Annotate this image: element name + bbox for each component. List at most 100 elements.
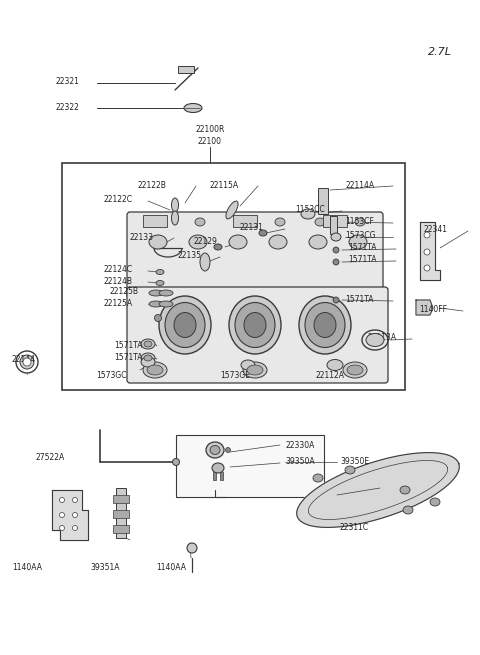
- Text: 22135: 22135: [177, 252, 201, 261]
- Ellipse shape: [149, 301, 163, 307]
- Ellipse shape: [229, 296, 281, 354]
- Text: 1571TA: 1571TA: [348, 255, 376, 265]
- Ellipse shape: [72, 525, 77, 531]
- Ellipse shape: [226, 201, 238, 219]
- Bar: [113, 510, 129, 518]
- Bar: [176, 435, 324, 497]
- Text: 22124C: 22124C: [104, 265, 133, 274]
- Ellipse shape: [200, 253, 210, 271]
- Bar: [330, 216, 337, 234]
- Text: 27522A: 27522A: [36, 453, 65, 462]
- Ellipse shape: [243, 362, 267, 378]
- Ellipse shape: [424, 232, 430, 238]
- Ellipse shape: [313, 474, 323, 482]
- Ellipse shape: [149, 235, 167, 249]
- Ellipse shape: [72, 498, 77, 502]
- Text: 1573GE: 1573GE: [220, 371, 250, 381]
- Text: 1140AA: 1140AA: [12, 563, 42, 572]
- Ellipse shape: [235, 303, 275, 348]
- Bar: [113, 495, 129, 503]
- Polygon shape: [416, 300, 433, 315]
- Text: 22133: 22133: [130, 233, 154, 242]
- Text: 1140FF: 1140FF: [419, 305, 447, 314]
- Ellipse shape: [235, 218, 245, 226]
- Text: 1571TA: 1571TA: [348, 244, 376, 252]
- Ellipse shape: [424, 265, 430, 271]
- Text: 22112A: 22112A: [315, 371, 344, 381]
- Ellipse shape: [72, 512, 77, 517]
- Ellipse shape: [241, 360, 255, 370]
- Ellipse shape: [349, 235, 367, 249]
- Ellipse shape: [366, 333, 384, 346]
- Ellipse shape: [20, 355, 34, 369]
- Text: 1153CC: 1153CC: [295, 206, 325, 214]
- Ellipse shape: [144, 341, 152, 347]
- Polygon shape: [420, 222, 440, 280]
- Ellipse shape: [60, 525, 64, 531]
- Ellipse shape: [212, 463, 224, 473]
- Ellipse shape: [226, 447, 230, 453]
- Ellipse shape: [155, 218, 165, 226]
- Ellipse shape: [144, 355, 152, 361]
- Text: 1140AA: 1140AA: [156, 563, 186, 572]
- Text: 22311C: 22311C: [340, 523, 369, 533]
- Bar: [220, 472, 223, 480]
- Ellipse shape: [147, 365, 163, 375]
- Ellipse shape: [172, 458, 180, 466]
- Bar: [62, 163, 405, 390]
- Ellipse shape: [141, 339, 155, 349]
- Ellipse shape: [430, 498, 440, 506]
- Text: 1573CG: 1573CG: [345, 231, 375, 240]
- Bar: [143, 215, 167, 227]
- Ellipse shape: [424, 249, 430, 255]
- Ellipse shape: [309, 235, 327, 249]
- Text: 22125B: 22125B: [110, 288, 139, 297]
- Text: 22322: 22322: [55, 103, 79, 113]
- Ellipse shape: [143, 362, 167, 378]
- Bar: [318, 188, 328, 214]
- Ellipse shape: [159, 290, 173, 296]
- Text: 2.7L: 2.7L: [428, 47, 452, 57]
- Ellipse shape: [171, 211, 179, 225]
- FancyBboxPatch shape: [127, 212, 383, 298]
- Bar: [233, 215, 257, 227]
- Ellipse shape: [247, 365, 263, 375]
- Bar: [213, 472, 216, 480]
- Ellipse shape: [165, 303, 205, 348]
- Ellipse shape: [174, 312, 196, 337]
- Ellipse shape: [214, 244, 222, 250]
- FancyBboxPatch shape: [127, 287, 388, 383]
- Text: 22113A: 22113A: [368, 333, 397, 343]
- Text: 39350A: 39350A: [285, 457, 314, 466]
- Ellipse shape: [159, 296, 211, 354]
- Ellipse shape: [343, 362, 367, 378]
- Ellipse shape: [333, 259, 339, 265]
- Ellipse shape: [331, 233, 341, 241]
- Text: 22321: 22321: [55, 77, 79, 86]
- Text: 1571TA: 1571TA: [114, 354, 143, 362]
- Ellipse shape: [210, 445, 220, 455]
- Ellipse shape: [23, 358, 31, 366]
- Text: 39350E: 39350E: [340, 457, 369, 466]
- Ellipse shape: [301, 209, 315, 219]
- Bar: [323, 215, 347, 227]
- Polygon shape: [297, 453, 459, 527]
- Text: 22330A: 22330A: [285, 441, 314, 449]
- Text: 22341: 22341: [423, 225, 447, 234]
- Polygon shape: [52, 490, 88, 540]
- Ellipse shape: [333, 247, 339, 253]
- Text: 22122B: 22122B: [138, 181, 167, 189]
- Ellipse shape: [400, 486, 410, 494]
- Ellipse shape: [206, 442, 224, 458]
- Ellipse shape: [259, 230, 267, 236]
- Ellipse shape: [269, 235, 287, 249]
- Text: 22100: 22100: [198, 138, 222, 147]
- Bar: [178, 66, 194, 73]
- Text: 22129: 22129: [194, 238, 218, 246]
- Text: 22144: 22144: [12, 356, 36, 364]
- Ellipse shape: [333, 297, 339, 303]
- Text: 22122C: 22122C: [104, 195, 133, 204]
- Ellipse shape: [184, 103, 202, 113]
- Ellipse shape: [195, 218, 205, 226]
- Text: 22125A: 22125A: [104, 299, 133, 307]
